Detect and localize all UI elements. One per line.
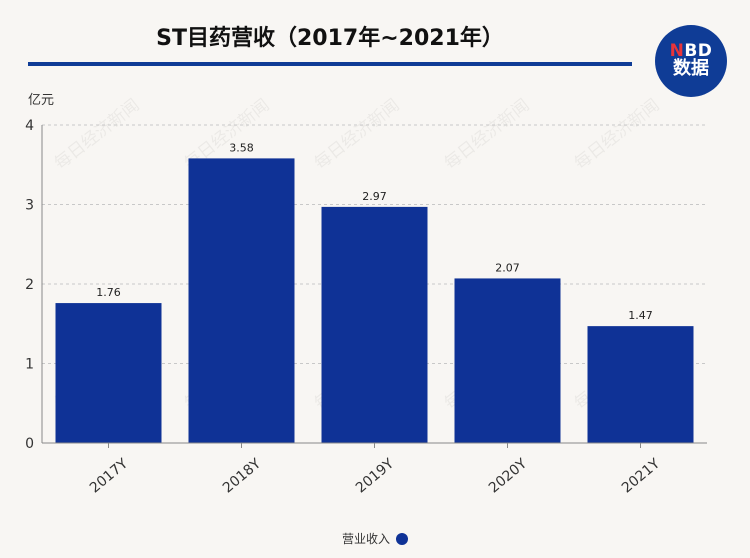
y-tick-label: 0: [25, 436, 34, 452]
watermark-text: 每日经济新闻: [311, 95, 404, 174]
x-tick-label: 2018Y: [220, 456, 264, 497]
y-axis-label: 亿元: [28, 93, 54, 108]
logo-top-text: NBD: [669, 40, 713, 61]
data-label: 2.97: [362, 190, 387, 203]
y-tick-label: 3: [25, 198, 34, 214]
bar: [321, 206, 428, 443]
data-labels: 1.76 3.58 2.97 2.07 1.47: [96, 141, 653, 322]
x-tick-label: 2020Y: [486, 456, 530, 497]
y-axis: 0 1 2 3 4 亿元: [25, 93, 54, 452]
legend-swatch: [396, 532, 408, 545]
x-tick-label: 2019Y: [353, 456, 397, 497]
chart-title: ST目药营收（2017年~2021年）: [156, 26, 504, 51]
bars: [55, 158, 694, 443]
nbd-logo: NBD 数据: [655, 25, 727, 97]
title-underline: [28, 62, 632, 66]
y-tick-label: 2: [25, 277, 34, 293]
data-label: 3.58: [229, 141, 254, 154]
y-tick-label: 4: [25, 118, 34, 134]
bar: [454, 278, 561, 443]
y-tick-label: 1: [25, 357, 34, 373]
bar: [55, 303, 162, 443]
data-label: 1.47: [628, 309, 653, 322]
legend: 营业收入: [0, 530, 750, 547]
bar: [587, 326, 694, 443]
bar: [188, 158, 295, 443]
legend-label: 营业收入: [341, 532, 390, 546]
data-label: 2.07: [495, 261, 520, 274]
x-tick-label: 2017Y: [87, 456, 131, 497]
data-label: 1.76: [96, 286, 121, 299]
x-tick-label: 2021Y: [619, 456, 663, 497]
watermark-text: 每日经济新闻: [441, 95, 534, 174]
logo-bottom-text: 数据: [673, 58, 709, 80]
watermark-text: 每日经济新闻: [51, 95, 144, 174]
watermark-text: 每日经济新闻: [571, 95, 664, 174]
x-axis: 2017Y 2018Y 2019Y 2020Y 2021Y: [42, 442, 707, 497]
